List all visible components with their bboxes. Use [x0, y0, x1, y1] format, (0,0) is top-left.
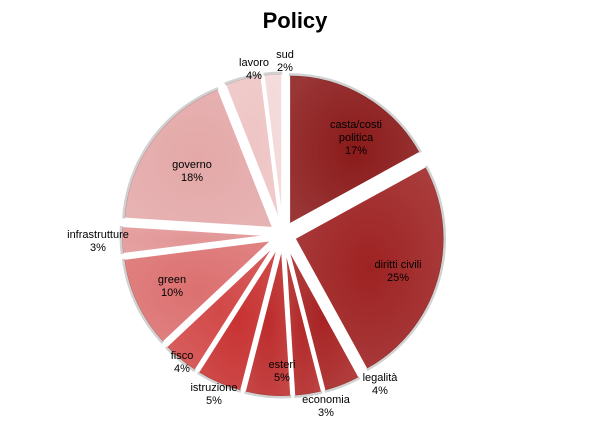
slice-label-name: istruzione — [190, 382, 237, 394]
slice-label-name: economia — [302, 394, 351, 406]
pie-slice — [223, 73, 282, 224]
pie-slice — [243, 246, 293, 398]
pie-slice-edge — [324, 376, 361, 393]
slice-label-value: 4% — [246, 70, 262, 82]
pie-slice-edge — [121, 258, 164, 344]
pie-slice-edge — [119, 225, 124, 255]
pie-slice-edge — [366, 165, 446, 372]
pie-slice-edge — [197, 371, 242, 393]
pie-slice — [262, 72, 284, 224]
slice-label-value: 3% — [318, 407, 334, 419]
pie-slice — [122, 238, 276, 345]
slice-label-value: 4% — [372, 385, 388, 397]
pie-slice-edge — [289, 73, 422, 154]
chart-title: Policy — [262, 8, 328, 33]
pie-slice — [164, 243, 277, 373]
slice-label-name: governo — [172, 159, 212, 171]
slice-label-value: 17% — [345, 145, 367, 157]
pie-slice — [122, 87, 275, 230]
pie-slice — [283, 246, 324, 398]
slice-label-name: politica — [339, 132, 374, 144]
slice-label-value: 10% — [161, 287, 183, 299]
pie-slice-edge — [294, 390, 323, 399]
pie-slice — [286, 245, 362, 393]
pie-slice — [293, 164, 446, 372]
slice-label-value: 2% — [277, 62, 293, 74]
slice-label-name: casta/costi — [330, 119, 382, 131]
pie-slice-edge — [122, 87, 219, 219]
slice-label-name: diritti civili — [374, 259, 421, 271]
pie-slice — [196, 245, 280, 393]
slice-label-name: sud — [276, 49, 294, 61]
pie-slice — [288, 73, 422, 227]
slice-label-name: esteri — [269, 359, 296, 371]
slice-label-value: 18% — [181, 172, 203, 184]
pie-slice-edge — [263, 71, 283, 76]
slice-label-value: 5% — [206, 395, 222, 407]
slice-label-value: 3% — [90, 242, 106, 254]
slice-label-name: green — [158, 274, 186, 286]
pie-slice-edge — [224, 73, 262, 86]
slice-label-name: infrastrutture — [67, 229, 129, 241]
slice-label-name: fisco — [171, 350, 194, 362]
slice-label-value: 5% — [274, 372, 290, 384]
slice-label-name: lavoro — [239, 57, 269, 69]
pie-slice-edge — [164, 345, 196, 373]
pie-slice — [120, 224, 272, 256]
slice-label-value: 25% — [387, 272, 409, 284]
slice-label-value: 4% — [174, 363, 190, 375]
pie-slice-edge — [244, 390, 292, 399]
slice-label-name: legalità — [363, 372, 399, 384]
